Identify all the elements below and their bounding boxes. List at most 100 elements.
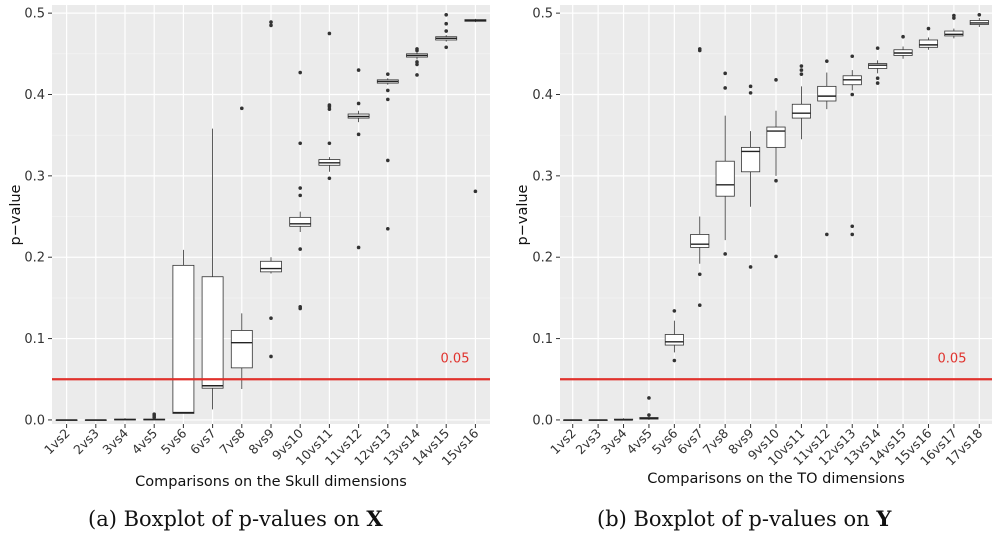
outlier-point (875, 46, 880, 50)
box-iqr (664, 334, 684, 346)
box-iqr (868, 63, 888, 69)
outlier-point (799, 68, 804, 72)
box-13vs14 (406, 47, 428, 77)
outlier-point (825, 232, 829, 237)
outlier-point (269, 316, 273, 321)
outlier-point (850, 92, 855, 97)
outlier-point (850, 232, 855, 237)
x-axis-label: Comparisons on the TO dimensions (647, 471, 905, 487)
threshold-label: 0.05 (938, 351, 967, 366)
outlier-point (269, 20, 273, 24)
x-tick-label: 5vs6 (649, 425, 681, 457)
box-iqr (715, 160, 735, 197)
outlier-point (697, 47, 702, 51)
x-tick-label: 2vs3 (70, 426, 102, 458)
box-10vs11 (318, 31, 341, 181)
outlier-point (415, 60, 419, 64)
x-tick-label: 3vs4 (598, 425, 630, 457)
outlier-point (356, 101, 361, 106)
panel-b: 0.0 0.1 0.2 0.3 0.4 0.5 0.05 1vs22vs33vs44vs55v… (515, 5, 992, 487)
box-16vs17 (944, 13, 964, 39)
box-11vs12 (817, 59, 837, 237)
box-2vs3 (84, 419, 107, 421)
x-tick-label: 6vs7 (674, 426, 706, 458)
box-iqr (690, 234, 710, 248)
box-iqr (260, 260, 282, 273)
x-tick-label: 1vs2 (547, 426, 579, 458)
box-12vs13 (842, 54, 862, 237)
outlier-point (748, 84, 753, 89)
outlier-point (269, 23, 273, 28)
outlier-point (444, 12, 449, 17)
box-iqr (289, 216, 312, 227)
x-axis-label: Comparisons on the Skull dimensions (135, 474, 407, 490)
outlier-point (386, 226, 390, 231)
outlier-point (269, 354, 273, 359)
outlier-point (697, 272, 702, 277)
x-tick-label: 2vs3 (573, 426, 605, 458)
outlier-point (875, 81, 880, 85)
box-4vs5 (639, 396, 659, 420)
outlier-point (386, 97, 390, 102)
box-14vs15 (435, 12, 458, 50)
outlier-point (977, 12, 982, 17)
box-iqr (230, 330, 253, 369)
outlier-point (774, 254, 778, 259)
y-tick-label: 0.0 (24, 413, 45, 428)
box-3vs4 (613, 418, 634, 421)
outlier-point (386, 72, 390, 76)
outlier-point (298, 70, 303, 75)
outlier-point (298, 141, 303, 146)
x-tick-label: 3vs4 (99, 425, 131, 457)
outlier-point (444, 45, 449, 50)
outlier-point (723, 252, 727, 256)
x-tick-label: 4vs5 (129, 426, 161, 458)
outlier-point (327, 176, 332, 181)
outlier-point (327, 141, 332, 146)
outlier-point (748, 91, 753, 95)
y-tick-label: 0.1 (24, 332, 45, 347)
x-tick-label: 7vs8 (216, 425, 248, 457)
box-15vs16 (464, 18, 487, 194)
caption-b: (b) Boxplot of p-values on Y (597, 506, 892, 531)
y-tick-label: 0.5 (24, 7, 45, 22)
x-tick-label: 4vs5 (623, 426, 655, 458)
outlier-point (952, 13, 956, 18)
y-tick-label: 0.4 (532, 88, 553, 103)
outlier-point (298, 306, 303, 311)
box-17vs18 (969, 12, 989, 27)
outlier-point (298, 247, 303, 251)
x-tick-label: 6vs7 (187, 426, 219, 458)
box-13vs14 (868, 46, 888, 85)
y-tick-label: 0.0 (532, 413, 553, 428)
y-tick-label: 0.1 (532, 332, 553, 347)
outlier-point (875, 76, 880, 81)
y-tick-label: 0.5 (532, 7, 553, 22)
outlier-point (152, 415, 156, 420)
outlier-point (240, 106, 244, 111)
outlier-point (647, 413, 651, 417)
y-tick-label: 0.2 (532, 251, 553, 266)
y-axis-label: p−value (515, 184, 531, 245)
outlier-point (298, 193, 303, 198)
box-2vs3 (588, 419, 608, 421)
box-3vs4 (114, 418, 136, 421)
outlier-point (672, 309, 677, 313)
y-tick-label: 0.2 (24, 251, 45, 266)
box-10vs11 (791, 64, 811, 140)
outlier-point (926, 26, 931, 31)
outlier-point (473, 189, 478, 194)
outlier-point (386, 88, 390, 93)
outlier-point (647, 396, 651, 400)
outlier-point (444, 21, 449, 26)
outlier-point (298, 186, 303, 190)
panel-a: 0.0 0.1 0.2 0.3 0.4 0.5 0.05 1vs22vs33vs44vs55v… (8, 5, 490, 490)
box-1vs2 (55, 419, 78, 421)
outlier-point (799, 72, 804, 76)
box-iqr (944, 30, 964, 37)
outlier-point (850, 224, 855, 229)
outlier-point (825, 59, 829, 63)
outlier-point (672, 358, 677, 363)
box-14vs15 (893, 34, 913, 59)
